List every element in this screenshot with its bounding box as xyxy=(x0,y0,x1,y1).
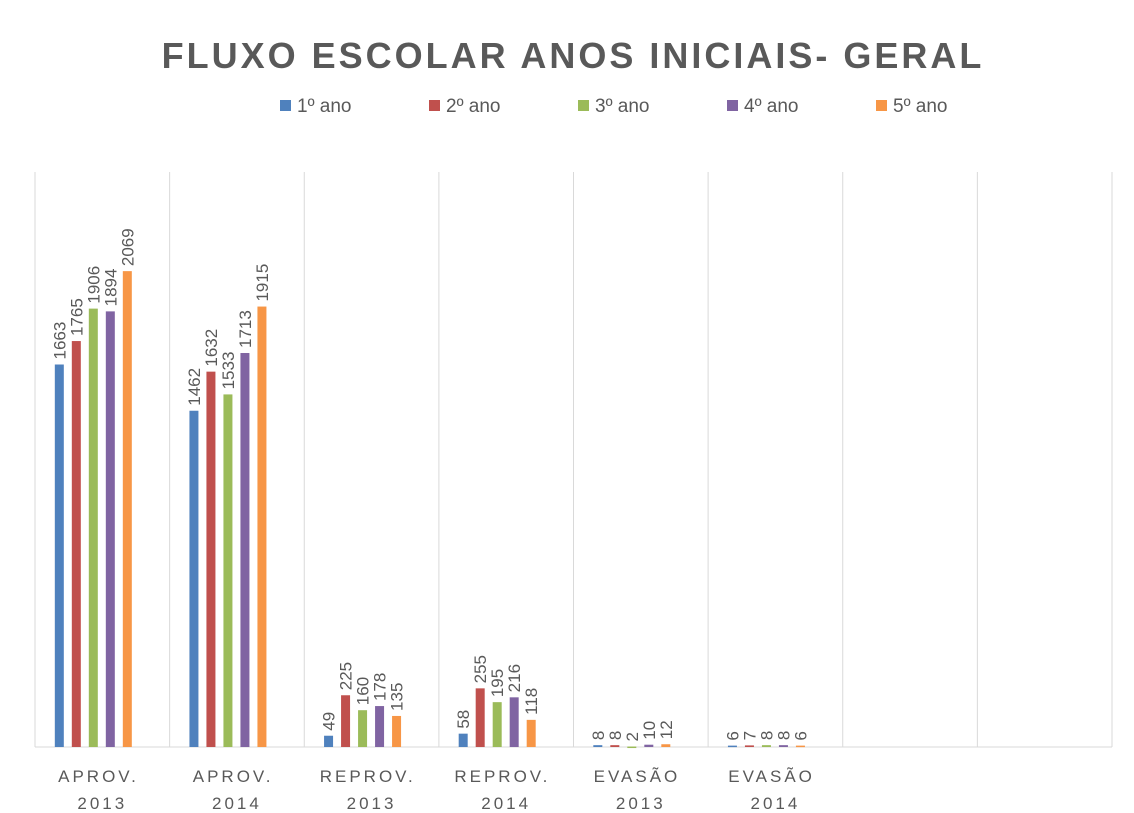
x-tick-label: APROV. 2013 xyxy=(58,767,146,813)
data-label: 178 xyxy=(371,673,390,701)
bar xyxy=(223,394,233,747)
data-label: 216 xyxy=(505,664,524,692)
bar xyxy=(458,733,468,747)
data-label: 49 xyxy=(320,712,339,731)
bar xyxy=(375,706,385,747)
bar xyxy=(54,364,64,747)
data-label: 7 xyxy=(740,731,759,740)
x-tick-label: EVASÃO 2013 xyxy=(594,767,688,813)
data-label: 6 xyxy=(723,731,742,740)
bar xyxy=(509,697,519,747)
x-tick-label: REPROV. 2014 xyxy=(454,767,558,813)
bar xyxy=(492,702,502,747)
data-label: 135 xyxy=(388,683,407,711)
data-label: 225 xyxy=(337,662,356,690)
data-label: 6 xyxy=(791,731,810,740)
bar xyxy=(257,306,267,747)
bar xyxy=(206,371,216,747)
bar xyxy=(644,744,654,747)
data-label: 12 xyxy=(657,720,676,739)
data-label: 160 xyxy=(354,677,373,705)
data-label: 1906 xyxy=(84,266,103,304)
data-label: 1663 xyxy=(50,322,69,360)
bar xyxy=(526,719,536,747)
bar xyxy=(627,746,637,749)
data-label: 1632 xyxy=(202,329,221,367)
bar xyxy=(341,695,351,747)
bar xyxy=(727,745,737,748)
data-label: 2069 xyxy=(118,228,137,266)
bar xyxy=(744,745,754,747)
legend-label: 5º ano xyxy=(893,96,948,117)
bar xyxy=(240,353,250,747)
bar xyxy=(189,410,199,747)
bar xyxy=(122,271,132,747)
data-label: 8 xyxy=(606,731,625,740)
data-label: 2 xyxy=(623,732,642,741)
legend-swatch xyxy=(280,100,291,111)
data-label: 255 xyxy=(471,655,490,683)
legend-swatch xyxy=(578,100,589,111)
legend-label: 2º ano xyxy=(446,96,501,117)
data-label: 1915 xyxy=(253,264,272,302)
legend-swatch xyxy=(429,100,440,111)
data-label: 10 xyxy=(640,721,659,740)
bar xyxy=(761,745,771,747)
data-label: 1765 xyxy=(67,298,86,336)
legend-swatch xyxy=(876,100,887,111)
bar xyxy=(71,341,81,747)
data-label: 1533 xyxy=(219,352,238,390)
data-label: 1713 xyxy=(236,310,255,348)
bar xyxy=(105,311,115,747)
x-tick-label: EVASÃO 2014 xyxy=(728,767,822,813)
data-label: 1462 xyxy=(185,368,204,406)
legend-label: 3º ano xyxy=(595,96,650,117)
bar xyxy=(88,308,98,747)
data-label: 118 xyxy=(522,688,541,715)
bar xyxy=(795,745,805,748)
bar xyxy=(324,735,334,747)
x-tick-label: REPROV. 2013 xyxy=(320,767,424,813)
data-label: 8 xyxy=(589,731,608,740)
bar xyxy=(593,745,603,747)
bar xyxy=(475,688,485,747)
data-label: 8 xyxy=(774,731,793,740)
data-label: 195 xyxy=(488,669,507,697)
legend-swatch xyxy=(727,100,738,111)
x-tick-label: APROV. 2014 xyxy=(193,767,281,813)
bar xyxy=(358,710,368,747)
chart-title: FLUXO ESCOLAR ANOS INICIAIS- GERAL xyxy=(162,35,985,76)
data-label: 8 xyxy=(757,731,776,740)
data-label: 58 xyxy=(454,710,473,729)
legend-label: 4º ano xyxy=(744,96,799,117)
legend-label: 1º ano xyxy=(297,96,352,117)
bar xyxy=(610,745,620,747)
bar xyxy=(392,715,402,747)
bar xyxy=(778,745,788,747)
data-label: 1894 xyxy=(101,269,120,307)
bar xyxy=(661,744,671,747)
